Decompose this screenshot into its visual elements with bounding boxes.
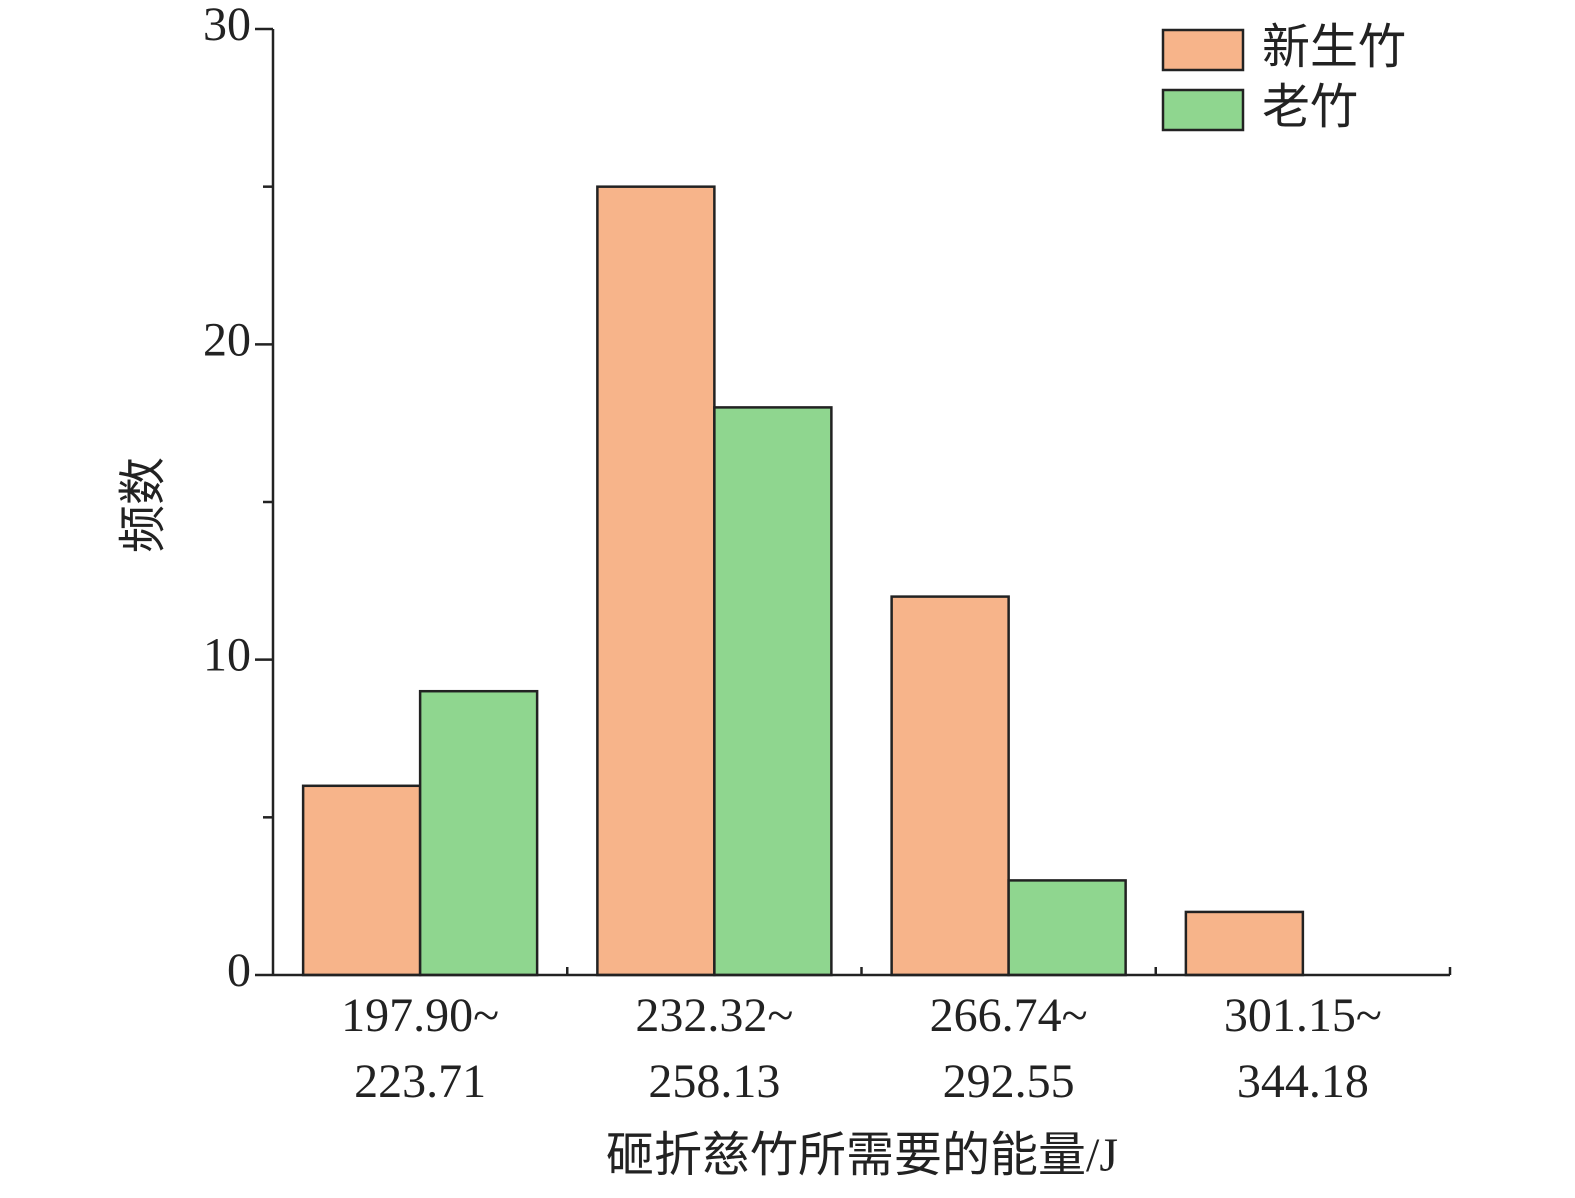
bar xyxy=(301,784,422,977)
bar xyxy=(1007,879,1127,977)
bar xyxy=(1184,910,1305,977)
x-axis-label: 砸折慈竹所需要的能量/J xyxy=(606,1129,1118,1182)
legend-swatch xyxy=(1161,88,1245,132)
y-tick-label: 0 xyxy=(227,944,251,997)
y-tick-label: 10 xyxy=(203,629,251,682)
legend-swatch xyxy=(1161,28,1245,72)
x-tick-label: 197.90~ xyxy=(341,989,499,1042)
y-tick-label: 30 xyxy=(203,0,251,51)
x-tick-label: 292.55 xyxy=(943,1055,1075,1108)
x-tick-label: 232.32~ xyxy=(635,989,793,1042)
legend-label: 老竹 xyxy=(1262,81,1358,134)
y-axis-label: 频数 xyxy=(117,457,170,553)
bar xyxy=(890,595,1010,977)
x-tick-label: 258.13 xyxy=(648,1055,780,1108)
bar xyxy=(418,689,539,977)
y-tick-label: 20 xyxy=(203,313,251,366)
x-tick-label: 301.15~ xyxy=(1224,989,1382,1042)
x-tick-label: 344.18 xyxy=(1237,1055,1369,1108)
x-tick-label: 223.71 xyxy=(354,1055,486,1108)
x-tick-label: 266.74~ xyxy=(930,989,1088,1042)
legend-label: 新生竹 xyxy=(1262,21,1406,74)
bar xyxy=(713,406,833,977)
bar xyxy=(596,185,716,977)
